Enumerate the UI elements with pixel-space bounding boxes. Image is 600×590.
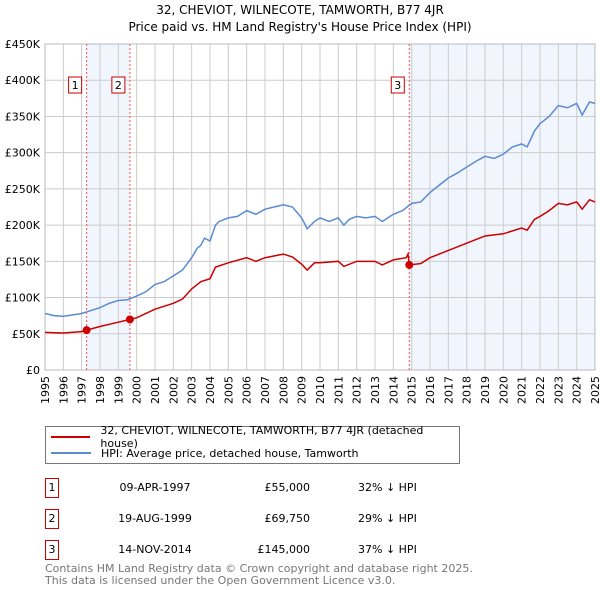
y-tick-label: £0	[26, 364, 40, 377]
sale-hpi-diff: 37% ↓ HPI	[358, 543, 417, 556]
sale-point	[405, 260, 414, 269]
x-tick-label: 2008	[277, 376, 290, 404]
chart-title: 32, CHEVIOT, WILNECOTE, TAMWORTH, B77 4J…	[156, 3, 444, 17]
y-tick-label: £300K	[5, 147, 41, 160]
plot-border	[44, 43, 596, 371]
x-tick-label: 2017	[442, 376, 455, 404]
x-tick-label: 2024	[571, 376, 584, 404]
hpi-line	[44, 101, 596, 318]
y-tick-label: £100K	[5, 292, 41, 305]
sale-hpi-diff: 29% ↓ HPI	[358, 512, 417, 525]
x-tick-label: 2012	[351, 376, 364, 404]
sale-marker-box	[390, 76, 405, 94]
sale-marker-badge: 3	[45, 540, 59, 560]
sale-hpi-diff: 32% ↓ HPI	[358, 481, 417, 494]
legend-swatch	[51, 436, 91, 438]
x-tick-label: 2014	[387, 376, 400, 404]
legend-swatch	[51, 452, 91, 454]
sale-marker-badge: 2	[45, 509, 59, 529]
sale-price: £55,000	[264, 481, 311, 494]
x-tick-label: 1997	[76, 376, 89, 404]
y-tick-label: £150K	[5, 255, 41, 268]
y-tick-label: £350K	[5, 110, 41, 123]
x-tick-label: 2025	[589, 376, 600, 404]
x-tick-label: 2002	[167, 376, 180, 404]
legend: 32, CHEVIOT, WILNECOTE, TAMWORTH, B77 4J…	[45, 424, 460, 464]
x-tick-label: 1996	[57, 376, 70, 404]
x-tick-label: 2004	[204, 376, 217, 404]
x-tick-label: 1995	[39, 376, 52, 404]
legend-item-property: 32, CHEVIOT, WILNECOTE, TAMWORTH, B77 4J…	[51, 424, 459, 450]
x-tick-label: 2023	[552, 376, 565, 404]
x-tick-label: 2000	[131, 376, 144, 404]
x-tick-label: 2015	[406, 376, 419, 404]
x-tick-label: 2016	[424, 376, 437, 404]
shaded-region	[86, 44, 130, 370]
price-paid-line	[44, 198, 596, 334]
sale-point	[82, 326, 91, 335]
x-tick-label: 1998	[94, 376, 107, 404]
sale-marker-label: 1	[72, 79, 79, 92]
y-tick-label: £400K	[5, 74, 41, 87]
x-tick-label: 2001	[149, 376, 162, 404]
x-tick-label: 2013	[369, 376, 382, 404]
sale-price: £69,750	[264, 512, 311, 525]
y-tick-label: £250K	[5, 183, 41, 196]
plot-area: 1995 1996 1997 1998 1999 2000 2001 2002 2003 2004…	[5, 38, 600, 404]
y-tick-label: £50K	[12, 328, 41, 341]
x-tick-label: 2007	[259, 376, 272, 404]
x-tick-label: 2005	[222, 376, 235, 404]
x-tick-label: 2020	[497, 376, 510, 404]
chart-subtitle: Price paid vs. HM Land Registry's House …	[128, 20, 472, 34]
sale-date: 09-APR-1997	[119, 481, 191, 494]
legend-item-hpi: HPI: Average price, detached house, Tamw…	[51, 445, 359, 461]
legend-label: HPI: Average price, detached house, Tamw…	[101, 446, 359, 460]
sale-date: 14-NOV-2014	[118, 543, 192, 556]
x-tick-label: 2021	[516, 376, 529, 404]
y-tick-label: £450K	[5, 38, 41, 51]
x-tick-label: 2018	[461, 376, 474, 404]
x-tick-label: 1999	[112, 376, 125, 404]
x-tick-label: 2003	[186, 376, 199, 404]
footer-line: This data is licensed under the Open Gov…	[45, 574, 396, 587]
footer: Contains HM Land Registry data © Crown c…	[45, 563, 473, 587]
shaded-region	[409, 44, 595, 370]
x-tick-label: 2011	[332, 376, 345, 404]
sale-marker-box	[68, 76, 83, 94]
sale-marker-box	[111, 76, 126, 94]
footer-line: Contains HM Land Registry data © Crown c…	[45, 562, 473, 575]
y-tick-label: £200K	[5, 219, 41, 232]
legend-label: 32, CHEVIOT, WILNECOTE, TAMWORTH, B77 4J…	[100, 424, 424, 450]
sale-marker-badge: 1	[45, 478, 59, 498]
x-tick-label: 2010	[314, 376, 327, 404]
x-tick-label: 2006	[241, 376, 254, 404]
sale-point	[125, 315, 134, 324]
x-tick-label: 2019	[479, 376, 492, 404]
sale-price: £145,000	[257, 543, 311, 556]
x-tick-label: 2009	[296, 376, 309, 404]
x-tick-label: 2022	[534, 376, 547, 404]
sale-date: 19-AUG-1999	[118, 512, 192, 525]
sale-marker-label: 2	[115, 79, 122, 92]
sale-marker-label: 3	[394, 79, 401, 92]
